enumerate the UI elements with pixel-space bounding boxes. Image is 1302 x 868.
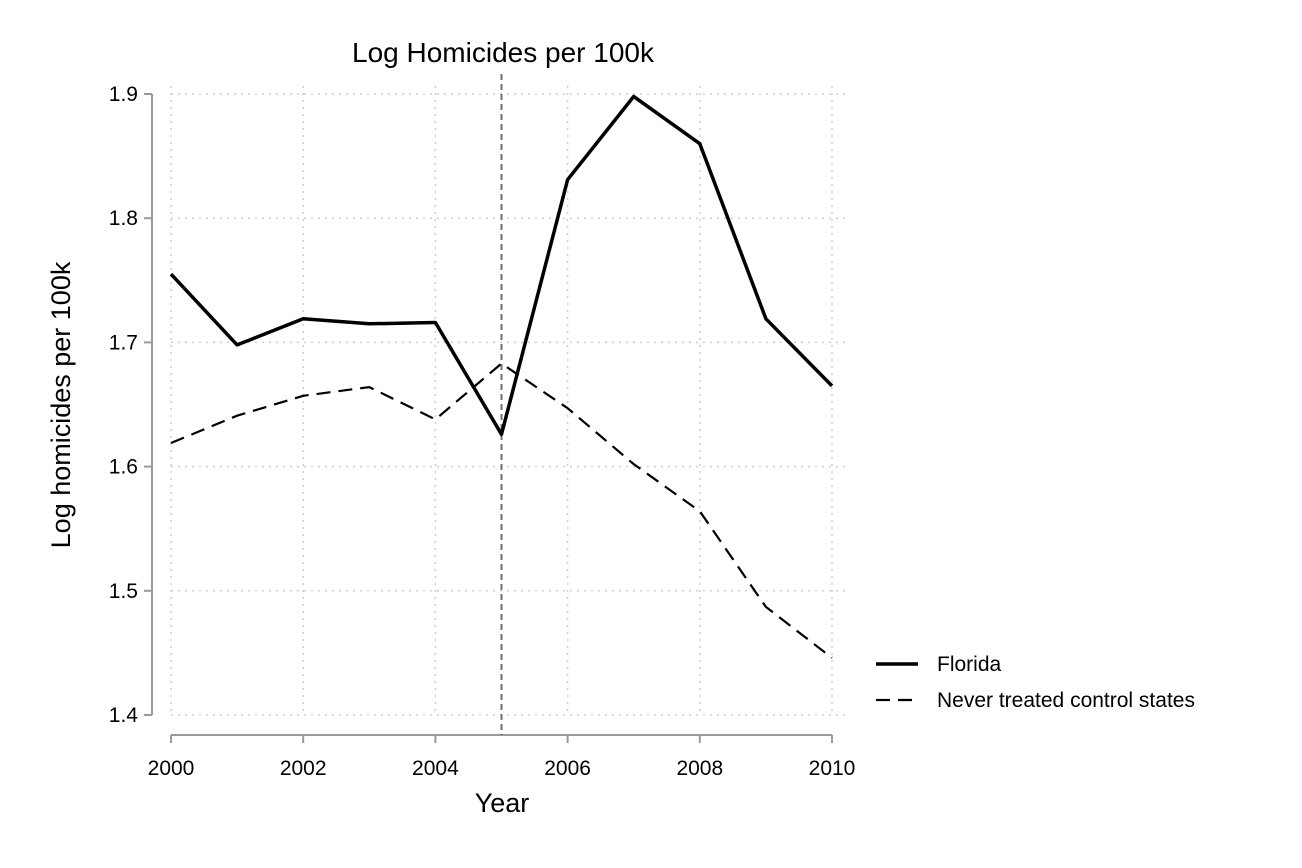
y-tick-label: 1.4 [109,704,139,727]
legend: Florida Never treated control states [876,653,1195,712]
series-group [169,94,834,659]
y-tick-label: 1.7 [109,331,138,354]
legend-label: Never treated control states [937,689,1195,712]
x-tick-label: 2002 [280,757,327,780]
legend-label: Florida [937,653,1002,676]
y-tick-label: 1.9 [109,83,138,106]
x-tick-label: 2006 [544,757,591,780]
y-tick-label: 1.8 [109,207,138,230]
y-tick-label: 1.5 [109,580,138,603]
x-axis-title: Year [475,788,530,818]
control-states-line [170,362,833,659]
grid [170,86,848,716]
chart-title: Log Homicides per 100k [352,37,655,68]
x-tick-label: 2004 [412,757,459,780]
florida-line [169,94,834,437]
x-tick-label: 2008 [676,757,723,780]
axes: 1.4 1.5 1.6 1.7 1.8 1.9 2000 2002 2004 2006 2008 20… [109,83,856,780]
x-tick-label: 2000 [148,757,195,780]
y-tick-label: 1.6 [109,456,138,479]
y-axis-title: Log homicides per 100k [46,261,76,548]
x-tick-label: 2010 [809,757,856,780]
